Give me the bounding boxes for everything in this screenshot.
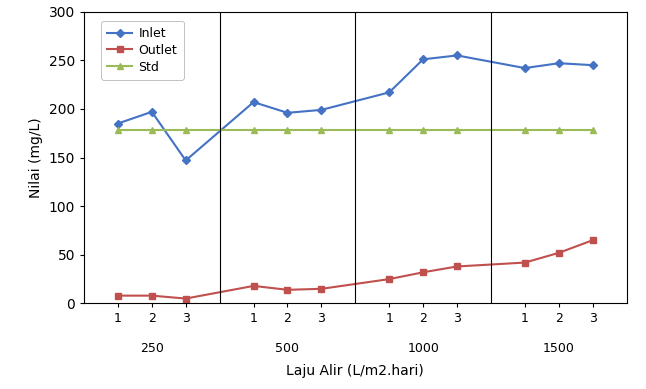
Std <box>453 128 461 133</box>
Outlet <box>148 293 156 298</box>
Line: Outlet: Outlet <box>115 237 596 302</box>
Text: 1000: 1000 <box>407 342 439 355</box>
Outlet <box>284 287 291 292</box>
Outlet <box>453 264 461 269</box>
Inlet <box>148 110 156 114</box>
Outlet <box>521 260 528 265</box>
Outlet <box>114 293 122 298</box>
Inlet <box>249 100 257 105</box>
Outlet <box>249 284 257 288</box>
Inlet <box>114 121 122 126</box>
Line: Inlet: Inlet <box>115 52 596 164</box>
Inlet <box>453 53 461 58</box>
Inlet <box>555 61 563 65</box>
Std <box>148 128 156 133</box>
Std <box>385 128 393 133</box>
Inlet <box>419 57 427 62</box>
Outlet <box>419 270 427 275</box>
Std <box>555 128 563 133</box>
Text: 1500: 1500 <box>543 342 575 355</box>
Std <box>419 128 427 133</box>
Outlet <box>589 238 597 243</box>
Inlet <box>521 66 528 70</box>
Std <box>182 128 190 133</box>
Text: 250: 250 <box>140 342 163 355</box>
Inlet <box>589 63 597 68</box>
Outlet <box>318 286 325 291</box>
Std <box>589 128 597 133</box>
Outlet <box>385 277 393 282</box>
Legend: Inlet, Outlet, Std: Inlet, Outlet, Std <box>101 21 183 80</box>
Outlet <box>555 251 563 255</box>
Y-axis label: Nilai (mg/L): Nilai (mg/L) <box>29 117 43 198</box>
Std <box>249 128 257 133</box>
Inlet <box>318 108 325 112</box>
Inlet <box>182 158 190 163</box>
Outlet <box>182 296 190 301</box>
Std <box>114 128 122 133</box>
Inlet <box>385 90 393 95</box>
Text: 500: 500 <box>275 342 300 355</box>
Std <box>318 128 325 133</box>
Line: Std: Std <box>114 127 596 134</box>
Std <box>521 128 528 133</box>
Inlet <box>284 110 291 115</box>
X-axis label: Laju Alir (L/m2.hari): Laju Alir (L/m2.hari) <box>286 364 424 378</box>
Std <box>284 128 291 133</box>
